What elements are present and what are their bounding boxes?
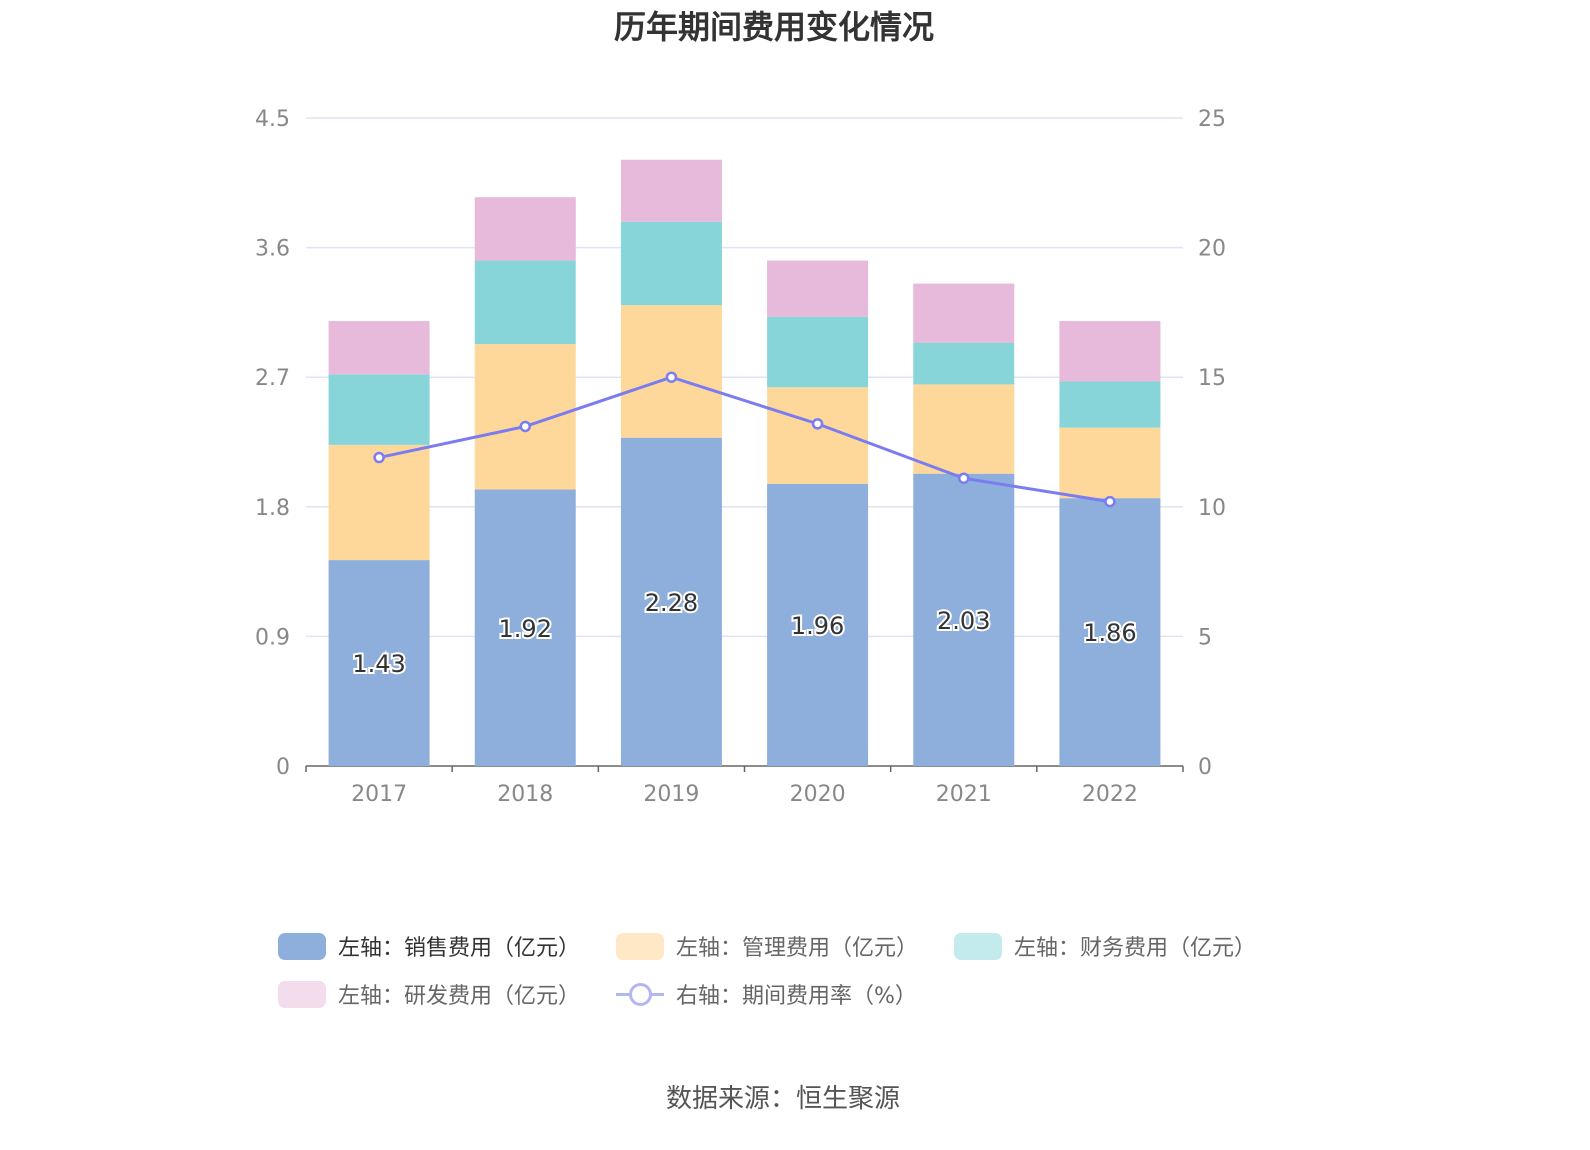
legend-swatch-finance [954, 932, 1002, 960]
expense-rate-point [958, 472, 970, 485]
bar-segment-1-2022 [1059, 498, 1161, 766]
bar-segment-3-2021 [913, 342, 1015, 385]
legend-label-expense-rate: 右轴：期间费用率（%） [676, 984, 917, 1009]
data-labels: 1.43 1.92 2.28 1.96 2.03 1.86 [350, 587, 1138, 680]
y-left-tick-label: 3.6 [255, 237, 290, 262]
bar-segment-1-2018 [474, 489, 576, 766]
bar-segment-2-2019 [620, 305, 722, 438]
bar-segment-4-2021 [913, 283, 1015, 343]
bar-segment-4-2022 [1059, 321, 1161, 382]
bar-segment-1-2019 [620, 437, 722, 766]
legend-swatch-sales [278, 932, 326, 960]
legend-label-finance: 左轴：财务费用（亿元） [1014, 936, 1257, 961]
bar-segment-3-2020 [767, 316, 869, 388]
bar-segment-4-2017 [328, 321, 430, 375]
x-tick-label: 2017 [351, 782, 407, 807]
expense-rate-point [373, 451, 385, 464]
bar-segment-4-2019 [620, 159, 722, 222]
legend-label-admin: 左轴：管理费用（亿元） [676, 936, 919, 961]
y-left-tick-label: 0 [276, 755, 290, 780]
y-left-tick-label: 1.8 [255, 496, 290, 521]
legend-item-finance[interactable]: 左轴：财务费用（亿元） [954, 930, 1256, 962]
bar-segment-2-2017 [328, 444, 430, 561]
y-right-tick-label: 20 [1198, 237, 1226, 262]
bar-segment-2-2021 [913, 384, 1015, 474]
y-left-tick-label: 2.7 [255, 366, 290, 391]
bar-segment-1-2021 [913, 473, 1015, 766]
data-label: 2.03 [937, 607, 990, 635]
grid-lines [306, 117, 1183, 638]
legend-item-expense-rate[interactable]: 右轴：期间费用率（%） [616, 978, 917, 1010]
bar-series [328, 159, 1161, 766]
bar-segment-4-2018 [474, 197, 576, 261]
data-label: 1.86 [1083, 619, 1136, 647]
legend-item-sales[interactable]: 左轴：销售费用（亿元） [278, 930, 580, 962]
legend-item-admin[interactable]: 左轴：管理费用（亿元） [616, 930, 918, 962]
x-tick-label: 2018 [497, 782, 553, 807]
x-tick-label: 2019 [643, 782, 699, 807]
source-note: 数据来源：恒生聚源 [665, 1084, 900, 1114]
bar-segment-2-2022 [1059, 427, 1161, 499]
line-series [373, 371, 1116, 508]
bar-segment-3-2019 [620, 221, 722, 306]
legend-item-rd[interactable]: 左轴：研发费用（亿元） [278, 978, 580, 1010]
axes: 0 0.9 1.8 2.7 3.6 4.5 0 5 10 15 20 25 2017 2018 2019 20… [255, 107, 1226, 807]
y-right-tick-label: 5 [1198, 625, 1212, 650]
bar-segment-4-2020 [767, 260, 869, 317]
legend-swatch-expense-rate [616, 981, 664, 1008]
expense-rate-point [519, 420, 531, 433]
data-label: 1.92 [499, 615, 552, 643]
expense-rate-point [1104, 495, 1116, 508]
legend-label-rd: 左轴：研发费用（亿元） [338, 984, 581, 1009]
x-tick-label: 2020 [790, 782, 846, 807]
expense-rate-point [665, 371, 678, 383]
bar-segment-1-2020 [767, 483, 869, 766]
y-left-tick-label: 4.5 [255, 107, 290, 132]
legend-label-sales: 左轴：销售费用（亿元） [338, 936, 581, 961]
legend-swatch-admin [616, 932, 664, 960]
chart-title: 历年期间费用变化情况 [613, 8, 934, 46]
data-label: 1.96 [791, 612, 844, 640]
bar-segment-1-2017 [328, 560, 430, 766]
bar-segment-3-2017 [328, 374, 430, 445]
bar-segment-3-2022 [1059, 381, 1161, 428]
legend-swatch-rd [278, 980, 326, 1008]
y-right-tick-label: 10 [1198, 496, 1226, 521]
y-left-tick-label: 0.9 [255, 625, 290, 650]
data-label: 1.43 [352, 650, 405, 678]
chart-plot: 0 0.9 1.8 2.7 3.6 4.5 0 5 10 15 20 25 2017 2018 2019 20… [255, 107, 1226, 807]
expense-rate-line [378, 375, 1111, 504]
x-tick-label: 2022 [1082, 782, 1138, 807]
y-right-tick-label: 0 [1198, 755, 1212, 780]
x-tick-label: 2021 [936, 782, 992, 807]
bar-segment-2-2018 [474, 344, 576, 490]
data-label: 2.28 [645, 589, 698, 617]
y-right-tick-label: 25 [1198, 107, 1226, 132]
expense-rate-point [811, 418, 824, 430]
y-right-tick-label: 15 [1198, 366, 1226, 391]
bar-segment-3-2018 [474, 260, 576, 345]
